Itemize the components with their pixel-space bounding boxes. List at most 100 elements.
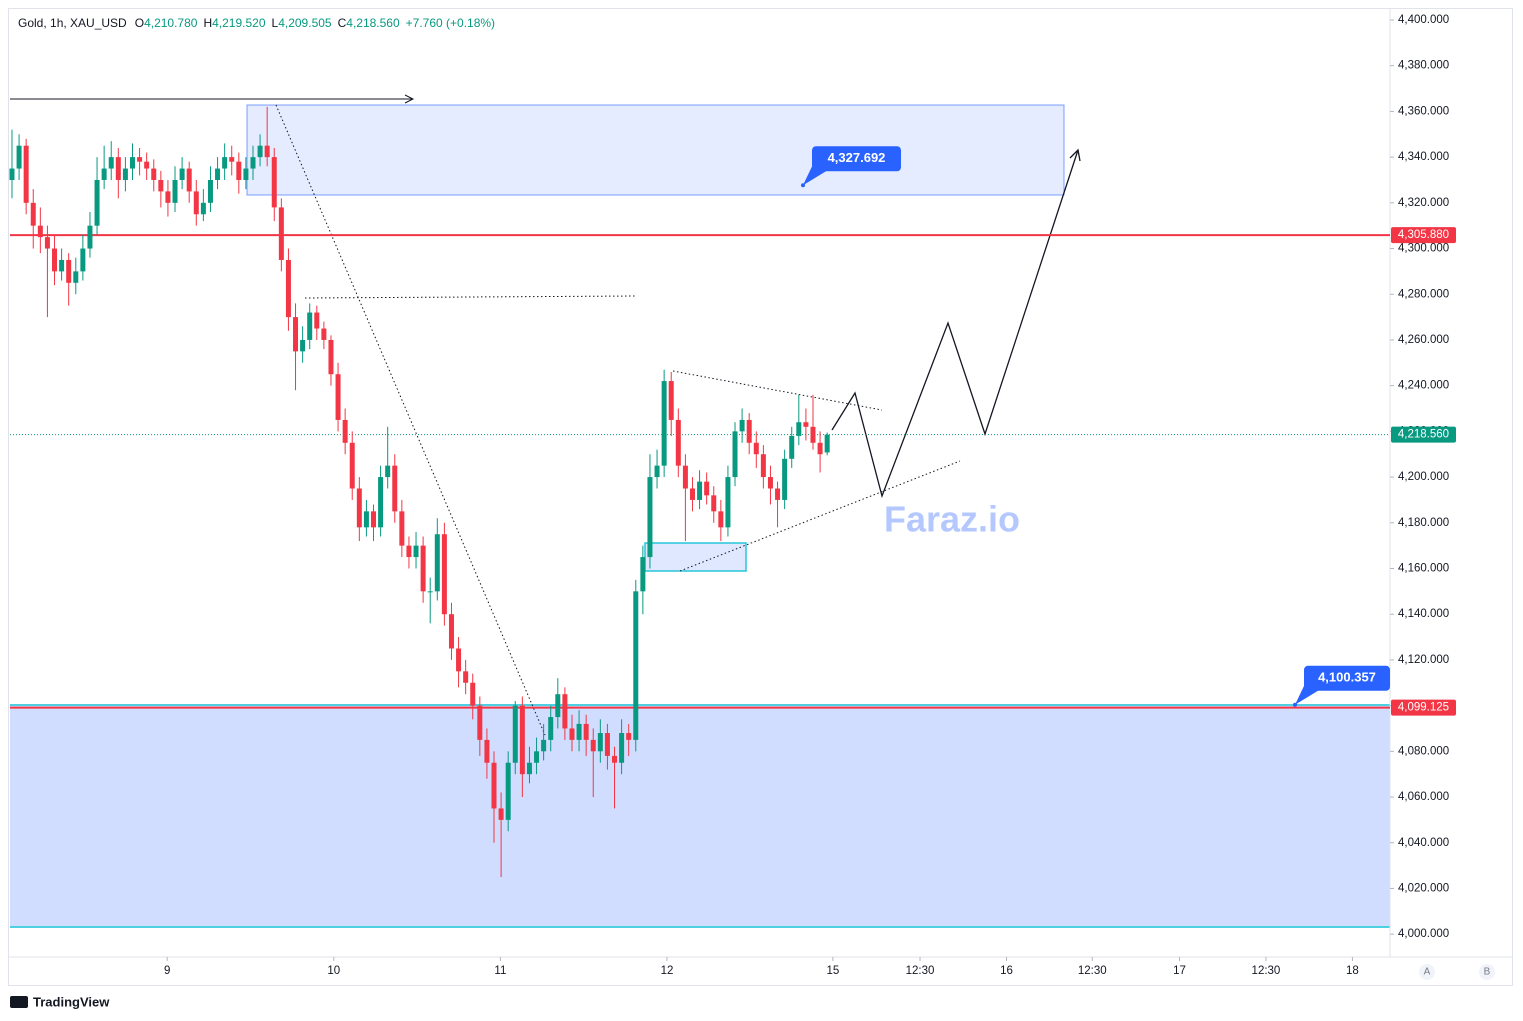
candle-body [576,723,582,740]
candle-body [633,591,639,740]
candle-body [675,419,681,466]
x-tick-label: 10 [327,965,340,977]
x-tick-label: 11 [494,965,506,977]
candle-body [264,145,270,158]
candle-body [626,733,632,740]
candle-body [682,465,688,489]
candle-body [101,168,107,180]
candle-body [321,328,327,340]
candle-body [66,259,72,283]
y-tick-label: 4,360.000 [1398,105,1449,117]
arrow-head [404,94,415,104]
candle-body [23,145,29,203]
candle-body [534,751,540,763]
scale-button[interactable]: A [1419,964,1435,980]
candle-body [293,317,299,352]
candle-body [115,157,121,180]
candle-body [165,191,171,203]
candle-body [583,723,589,740]
legend-field: 4,219.520 [212,16,266,30]
candle-body [52,248,58,272]
callout-box [812,146,901,172]
y-tick-label: 4,240.000 [1398,380,1449,392]
header: Gold, 1h, XAU_USD O4,210.780 H4,219.520 L4,… [18,16,495,30]
candle-body [817,442,823,455]
candle-body [44,237,50,249]
callout-anchor [1293,702,1297,707]
candle-body [207,179,213,203]
candle-body [555,694,561,718]
candle-body [236,161,242,180]
frame [8,8,1513,986]
callout-anchor [801,183,805,188]
y-tick-label: 4,140.000 [1398,608,1449,620]
candle-body [356,488,362,528]
candle-body [569,728,575,740]
candle-body [37,225,43,238]
candle-body [441,534,447,615]
x-tick-label: 12:30 [1078,965,1107,977]
candle-body [484,739,490,763]
candle-body [746,419,752,443]
candle-body [399,511,405,546]
candle-body [179,168,185,180]
y-tick-label: 4,040.000 [1398,837,1449,849]
candle-body [385,465,391,478]
candle-body [285,259,291,318]
candle-body [718,511,724,528]
y-tick-label: 4,200.000 [1398,471,1449,483]
candle-body [271,157,277,208]
candle-body [122,168,128,180]
candle-body [512,705,518,763]
callout-label: 4,327.692 [828,150,886,165]
candle-body [619,733,625,763]
candle-body [30,202,36,226]
candle-body [548,717,554,740]
candle-body [307,312,313,340]
candle-body [604,733,610,756]
candle-body [668,381,674,420]
legend-text: Gold, 1h, XAU_USD O4,210.780 H4,219.520 L4,… [18,16,495,30]
candle-body [541,739,547,752]
x-tick-label: 18 [1346,965,1359,977]
x-tick-label: 17 [1173,965,1186,977]
candle-body [810,426,816,443]
price-tag-label: 4,099.125 [1398,702,1449,714]
candle-body [200,202,206,215]
candle-body [413,545,419,558]
candle-body [243,168,249,180]
candle-body [378,477,384,528]
candle-body [760,454,766,478]
candle-body [463,671,469,683]
order-block [644,542,747,572]
scale-button[interactable]: B [1479,964,1495,980]
candle-body [9,168,15,180]
candle-body [80,248,86,272]
brand-logo [10,996,28,1008]
candle-body [349,442,355,489]
price-tag [1391,227,1456,244]
legend-field: C [338,16,347,30]
y-tick-label: 4,160.000 [1398,563,1449,575]
candle-body [314,312,320,329]
candle-body [562,694,568,729]
y-tick-label: 4,380.000 [1398,60,1449,72]
candle-body [526,762,532,775]
y-tick-label: 4,320.000 [1398,197,1449,209]
candle-body [172,179,178,203]
candle-body [654,465,660,478]
candle-body [725,477,731,528]
legend-field: 4,218.560 [346,16,400,30]
legend-field: H [203,16,212,30]
projection-path [831,149,1079,499]
y-tick-label: 4,020.000 [1398,882,1449,894]
x-tick-label: 9 [164,965,170,977]
candle-body [137,157,143,162]
candle-body [186,168,192,192]
candle-body [470,682,476,706]
x-tick-label: 12 [661,965,674,977]
scale-button-bg [1479,964,1495,980]
candle-body [732,431,738,478]
candle-body [711,495,717,512]
candle-body [328,339,334,375]
